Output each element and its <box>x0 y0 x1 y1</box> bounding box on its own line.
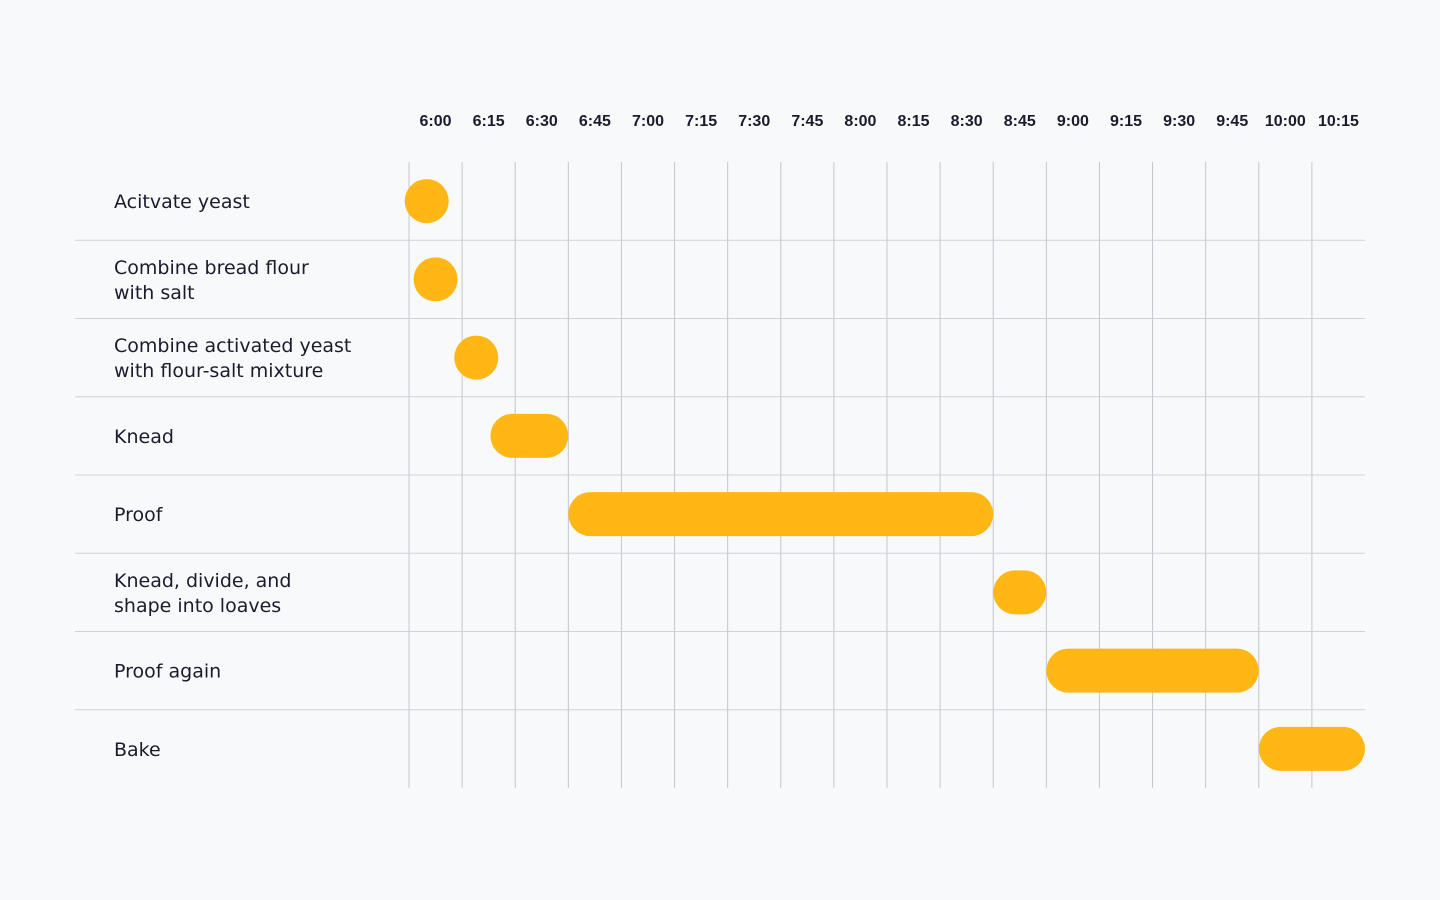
task-label: Acitvate yeast <box>114 191 250 213</box>
task-label-line: with salt <box>114 282 195 304</box>
tick-label: 7:45 <box>791 113 823 130</box>
tick-label: 6:00 <box>420 113 452 130</box>
task-label-line: Proof <box>114 504 164 526</box>
tick-label: 10:00 <box>1265 113 1306 130</box>
task-label-line: Bake <box>114 739 161 761</box>
tick-label: 6:15 <box>473 113 505 130</box>
tick-label: 9:00 <box>1057 113 1089 130</box>
tick-label: 7:15 <box>685 113 717 130</box>
tick-label: 8:45 <box>1004 113 1036 130</box>
tick-label: 7:30 <box>738 113 770 130</box>
task-label: Knead <box>114 426 174 448</box>
task-label-line: with flour-salt mixture <box>114 360 323 382</box>
task-label-line: Acitvate yeast <box>114 191 250 213</box>
task-bar <box>1046 648 1259 693</box>
tick-label: 8:00 <box>844 113 876 130</box>
task-bar <box>1258 726 1365 771</box>
task-bar <box>490 413 569 458</box>
task-label: Proof again <box>114 661 221 683</box>
task-label-line: Knead, divide, and <box>114 570 291 592</box>
task-bar <box>413 257 458 302</box>
tick-label: 9:30 <box>1163 113 1195 130</box>
task-bar <box>568 492 994 537</box>
task-bar <box>454 335 499 380</box>
task-label: Bake <box>114 739 161 761</box>
tick-label: 7:00 <box>632 113 664 130</box>
tick-label: 8:15 <box>898 113 930 130</box>
tick-label: 6:45 <box>579 113 611 130</box>
tick-label: 6:30 <box>526 113 558 130</box>
task-label-line: Proof again <box>114 661 221 683</box>
tick-label: 9:15 <box>1110 113 1142 130</box>
row-dividers <box>75 239 1365 711</box>
task-label-line: Combine bread flour <box>114 257 309 279</box>
task-label: Proof <box>114 504 164 526</box>
task-label-line: Combine activated yeast <box>114 335 351 357</box>
tick-label: 8:30 <box>951 113 983 130</box>
task-bar <box>404 179 449 224</box>
task-label-line: Knead <box>114 426 174 448</box>
task-label-line: shape into loaves <box>114 595 281 617</box>
tick-label: 10:15 <box>1318 113 1359 130</box>
task-labels: Acitvate yeast Combine bread flour with sa… <box>114 191 351 761</box>
task-bars <box>404 179 1365 771</box>
task-label: Combine activated yeast with flour-salt m… <box>114 335 351 382</box>
task-label: Combine bread flour with salt <box>114 257 309 304</box>
task-label: Knead, divide, and shape into loaves <box>114 570 291 617</box>
task-bar <box>993 570 1047 615</box>
tick-label: 9:45 <box>1216 113 1248 130</box>
time-axis: 6:00 6:15 6:30 6:45 7:00 7:15 7:30 7:45 8:00 8:15… <box>420 113 1359 130</box>
